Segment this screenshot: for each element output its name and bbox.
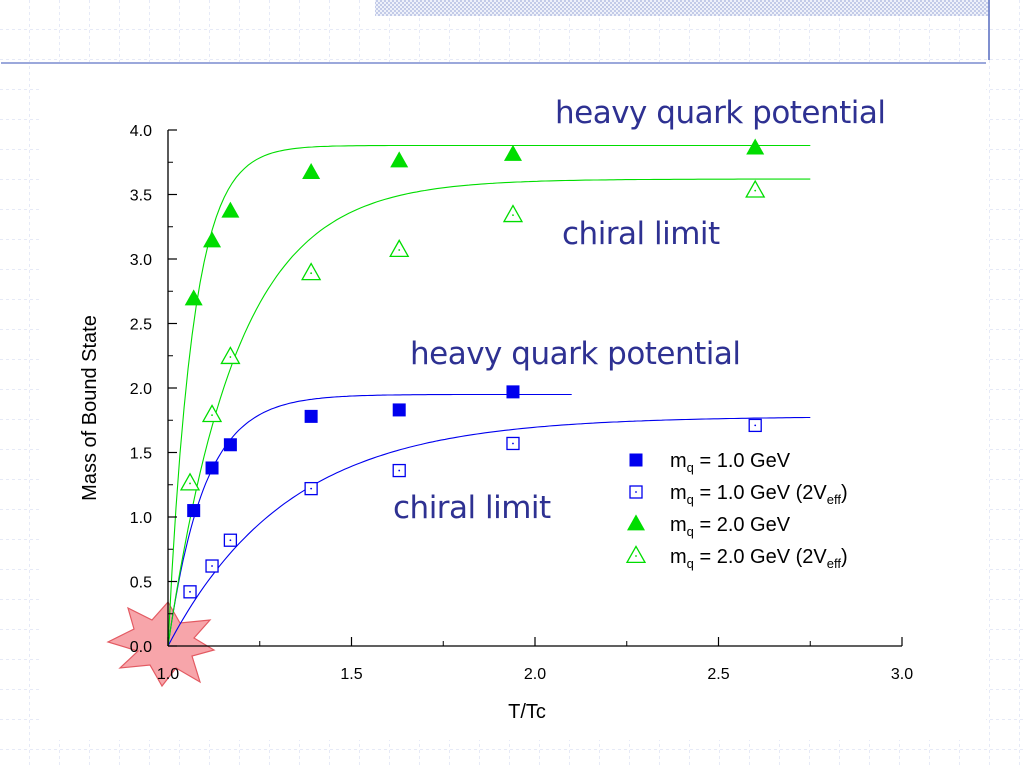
background-grid-left	[0, 62, 40, 768]
y-tick-label-0: 0.0	[130, 639, 152, 656]
annotation-heavy-quark-top: heavy quark potential	[555, 95, 886, 131]
y-tick-label-4: 2.0	[130, 381, 152, 398]
legend-marker-3	[625, 545, 647, 564]
x-tick-label-0: 1.0	[157, 666, 179, 683]
point-series3-3	[301, 262, 322, 281]
annotation-chiral-limit-top: chiral limit	[562, 216, 720, 252]
fit-curve-1	[167, 416, 811, 647]
point-series2-3	[302, 162, 321, 179]
point-series3-5-dot	[512, 214, 514, 217]
origin-starburst	[106, 600, 216, 688]
fit-curve-3	[167, 178, 811, 647]
y-axis-label: Mass of Bound State	[79, 315, 101, 501]
fit-curves	[167, 144, 811, 647]
point-series3-5	[502, 204, 524, 223]
point-series3-2	[220, 346, 241, 365]
x-tick-label-3: 2.5	[707, 666, 729, 683]
point-series1-0-dot	[189, 590, 191, 593]
point-series1-2-dot	[229, 539, 232, 542]
point-series1-5-dot	[512, 442, 514, 445]
point-series1-3-dot	[310, 487, 313, 490]
header-pattern-block	[375, 0, 988, 16]
x-tick-label-4: 3.0	[891, 666, 913, 683]
y-tick-label-6: 3.0	[130, 252, 152, 269]
point-series3-1-dot	[211, 414, 213, 416]
header-vertical-accent	[988, 0, 990, 60]
point-series3-6-dot	[754, 189, 757, 192]
x-tick-label-1: 1.5	[340, 666, 362, 683]
legend-label-0: mq = 1.0 GeV	[670, 450, 791, 475]
point-series2-6	[746, 138, 765, 155]
legend-marker-1-dot	[635, 491, 637, 493]
legend-marker-2	[627, 514, 645, 531]
axes: 1.0 1.5 2.0 2.5 3.0 0.0 0.5 1.0 1.5 2.0 2.5 3.0 3.5 4…	[130, 123, 913, 683]
point-series2-4	[390, 151, 409, 168]
point-series3-4-dot	[398, 249, 401, 251]
point-series0-4	[392, 403, 406, 417]
point-series3-0	[179, 472, 201, 491]
y-tick-label-2: 1.0	[130, 510, 152, 527]
point-series0-5	[506, 385, 520, 399]
y-tick-label-8: 4.0	[130, 123, 152, 140]
point-series2-0	[184, 289, 203, 306]
legend-marker-0	[629, 453, 643, 467]
x-tick-label-2: 2.0	[524, 666, 546, 683]
point-series3-0-dot	[189, 482, 191, 485]
point-series0-3	[304, 409, 318, 423]
y-tick-label-7: 3.5	[130, 188, 152, 205]
fit-curve-0	[167, 393, 572, 647]
point-series3-6	[745, 179, 766, 198]
point-series0-0	[187, 504, 201, 518]
header-accent-bar	[1, 62, 986, 64]
point-series0-1	[205, 461, 219, 475]
point-series3-3-dot	[310, 272, 313, 275]
data-markers	[179, 138, 766, 599]
annotation-heavy-quark-middle: heavy quark potential	[410, 336, 741, 372]
point-series2-1	[203, 231, 222, 248]
legend-label-1: mq = 1.0 GeV (2Veff)	[670, 482, 848, 507]
point-series1-4-dot	[398, 469, 401, 472]
point-series2-5	[503, 144, 522, 161]
point-series1-1-dot	[211, 565, 213, 567]
background-grid-right	[986, 62, 1024, 768]
point-series2-2	[221, 201, 240, 218]
point-series3-1	[201, 404, 223, 423]
y-tick-label-1: 0.5	[130, 575, 152, 592]
legend: mq = 1.0 GeV mq = 1.0 GeV (2Veff) mq = 2.0…	[625, 450, 848, 571]
x-axis-label: T/Tc	[508, 701, 546, 723]
legend-label-3: mq = 2.0 GeV (2Veff)	[670, 546, 848, 571]
legend-label-2: mq = 2.0 GeV	[670, 514, 791, 539]
background-grid-bottom	[40, 740, 986, 768]
point-series3-4	[389, 239, 410, 258]
y-tick-label-5: 2.5	[130, 317, 152, 334]
point-series1-6-dot	[754, 424, 757, 427]
fit-curve-2	[167, 144, 811, 647]
y-tick-label-3: 1.5	[130, 446, 152, 463]
legend-marker-3-dot	[635, 555, 637, 557]
point-series3-2-dot	[229, 356, 232, 358]
annotation-chiral-limit-bottom: chiral limit	[393, 490, 551, 526]
point-series0-2	[223, 438, 237, 452]
